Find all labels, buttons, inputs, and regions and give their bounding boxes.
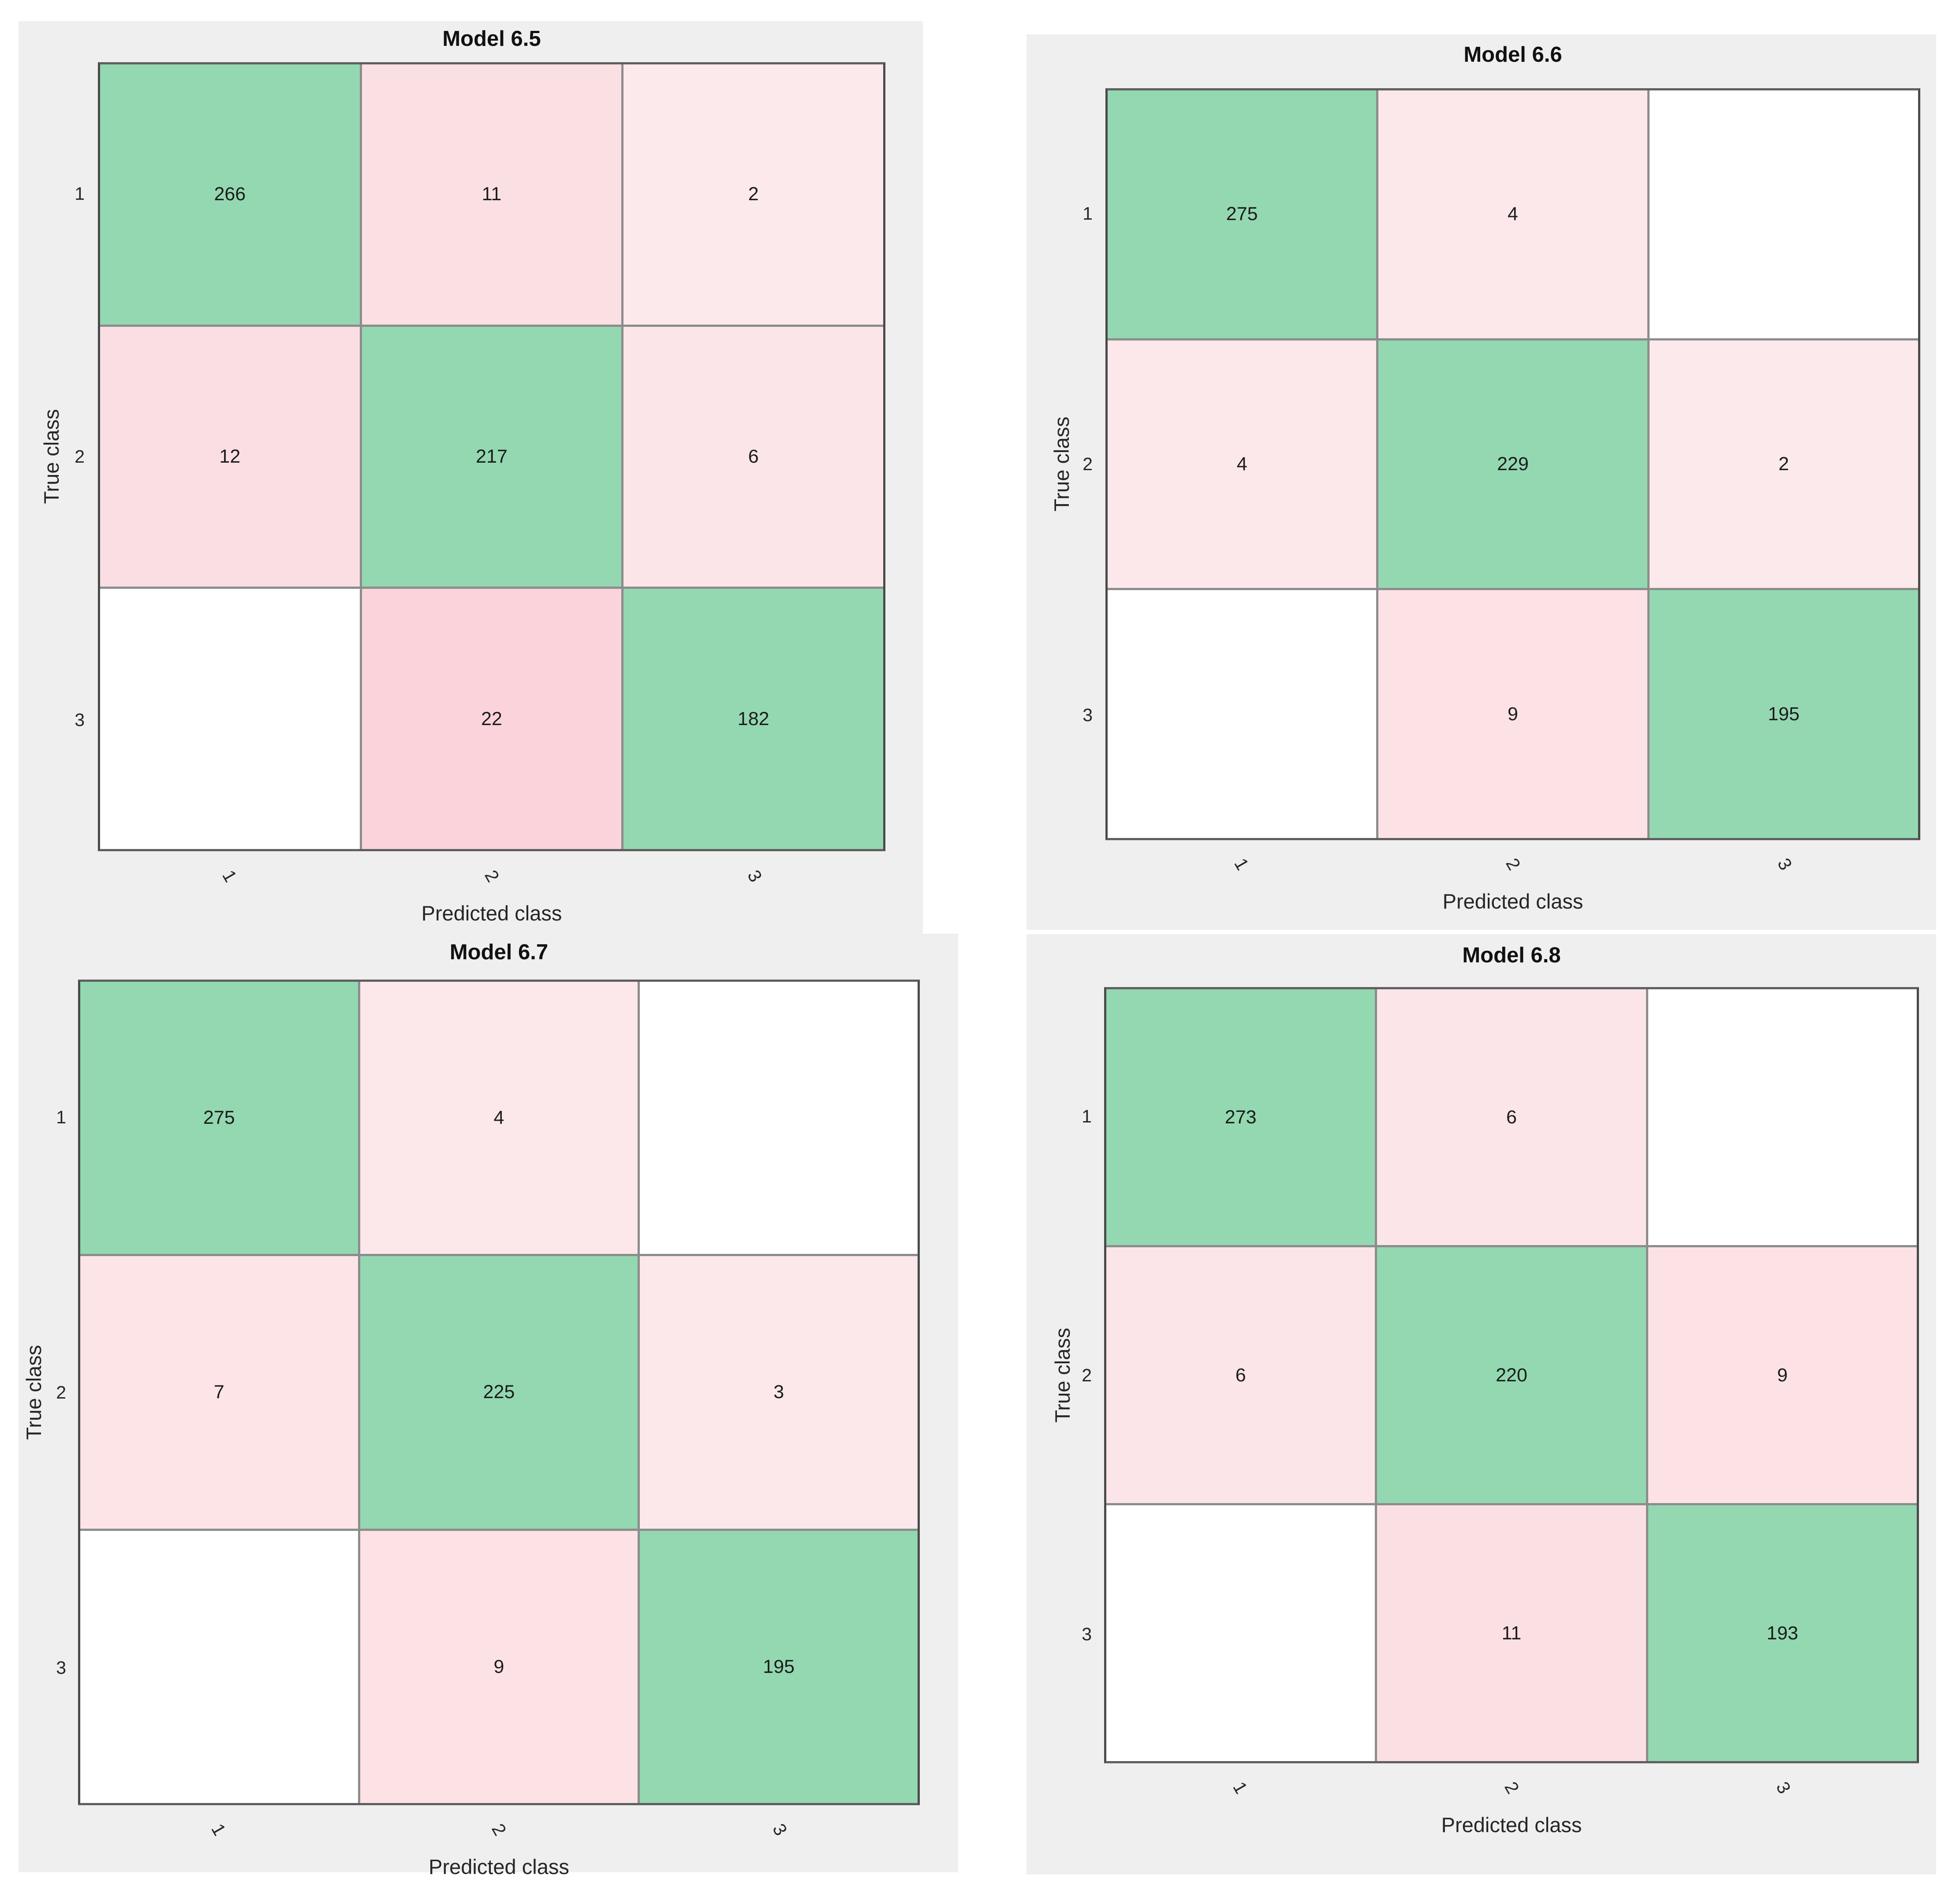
matrix-cell: 22 [362, 589, 622, 849]
matrix-cell: 217 [362, 326, 622, 587]
x-tick-label: 1 [218, 866, 241, 886]
matrix-cell [640, 982, 918, 1254]
x-tick-label: 2 [1500, 1778, 1523, 1797]
matrix-cell: 11 [1377, 1505, 1646, 1761]
panel-model-6-8: Model 6.8 True class 1 2 3 273 6 6 220 9… [1026, 934, 1936, 1874]
x-tick-label: 3 [1772, 1778, 1795, 1797]
x-tick-label: 3 [1773, 854, 1796, 874]
matrix-cell [80, 1530, 358, 1803]
matrix-cell: 182 [623, 589, 883, 849]
matrix-cell [1648, 989, 1917, 1245]
y-tick-label: 3 [56, 1657, 66, 1678]
x-tick-label: 1 [207, 1820, 230, 1839]
chart-title: Model 6.5 [442, 27, 541, 51]
matrix-cell [1106, 1505, 1375, 1761]
matrix-cell: 266 [100, 64, 360, 325]
confusion-matrix: 273 6 6 220 9 11 193 [1104, 987, 1919, 1763]
matrix-cell: 229 [1378, 340, 1647, 588]
matrix-cell: 195 [1649, 590, 1918, 838]
matrix-cell: 195 [640, 1530, 918, 1803]
y-tick-label: 3 [1082, 705, 1093, 725]
panel-model-6-6: Model 6.6 True class 1 2 3 275 4 4 229 2… [1026, 34, 1936, 930]
matrix-cell: 273 [1106, 989, 1375, 1245]
confusion-matrix: 275 4 4 229 2 9 195 [1105, 88, 1920, 840]
x-tick-label: 2 [480, 866, 504, 886]
matrix-cell: 4 [1378, 90, 1647, 338]
panel-model-6-5: Model 6.5 True class 1 2 3 266 11 2 12 2… [19, 21, 923, 934]
x-tick-label: 2 [1501, 854, 1525, 874]
matrix-cell: 6 [1106, 1247, 1375, 1503]
matrix-cell: 11 [362, 64, 622, 325]
x-tick-label: 3 [768, 1820, 791, 1839]
x-axis-label: Predicted class [1441, 1813, 1582, 1837]
y-tick-label: 1 [56, 1107, 66, 1127]
y-tick-label: 3 [1082, 1624, 1092, 1644]
chart-title: Model 6.7 [449, 940, 549, 964]
y-tick-label: 2 [56, 1382, 66, 1403]
y-tick-label: 2 [1082, 1365, 1092, 1385]
matrix-cell: 225 [360, 1256, 638, 1529]
matrix-cell: 4 [1108, 340, 1377, 588]
matrix-cell: 7 [80, 1256, 358, 1529]
y-tick-label: 2 [1082, 454, 1093, 474]
matrix-cell: 12 [100, 326, 360, 587]
y-tick-label: 3 [75, 710, 85, 730]
y-tick-label: 1 [1082, 203, 1093, 224]
x-axis-label: Predicted class [429, 1855, 569, 1878]
y-tick-label: 2 [75, 446, 85, 467]
panel-model-6-7: Model 6.7 True class 1 2 3 275 4 7 225 3… [19, 934, 958, 1878]
matrix-cell [100, 589, 360, 849]
matrix-cell: 2 [1649, 340, 1918, 588]
matrix-cell: 2 [623, 64, 883, 325]
matrix-cell: 275 [1108, 90, 1377, 338]
chart-title: Model 6.8 [1462, 943, 1561, 967]
matrix-cell: 4 [360, 982, 638, 1254]
matrix-cell: 275 [80, 982, 358, 1254]
x-tick-label: 3 [743, 866, 766, 886]
matrix-cell: 6 [1377, 989, 1646, 1245]
matrix-cell: 193 [1648, 1505, 1917, 1761]
confusion-matrix: 266 11 2 12 217 6 22 182 [98, 62, 885, 851]
confusion-matrix: 275 4 7 225 3 9 195 [78, 980, 920, 1805]
matrix-cell: 220 [1377, 1247, 1646, 1503]
matrix-cell: 9 [1648, 1247, 1917, 1503]
chart-title: Model 6.6 [1463, 43, 1562, 67]
x-tick-label: 2 [487, 1820, 511, 1839]
matrix-cell: 9 [1378, 590, 1647, 838]
y-tick-label: 1 [1082, 1106, 1092, 1126]
matrix-cell [1108, 590, 1377, 838]
matrix-cell: 3 [640, 1256, 918, 1529]
x-axis-label: Predicted class [1442, 890, 1583, 913]
matrix-cell [1649, 90, 1918, 338]
x-tick-label: 1 [1230, 854, 1253, 874]
x-axis-label: Predicted class [421, 902, 562, 925]
matrix-cell: 6 [623, 326, 883, 587]
y-tick-label: 1 [75, 183, 85, 204]
x-tick-label: 1 [1228, 1778, 1252, 1797]
matrix-cell: 9 [360, 1530, 638, 1803]
